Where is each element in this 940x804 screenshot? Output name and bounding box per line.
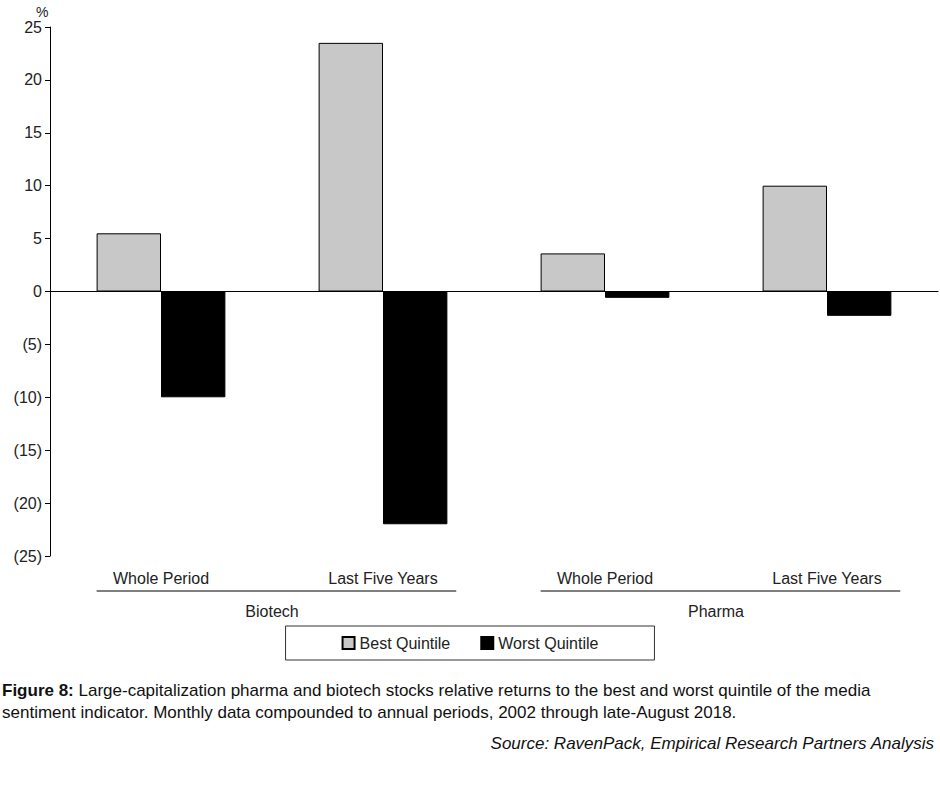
svg-text:5: 5 bbox=[33, 230, 42, 247]
svg-text:20: 20 bbox=[24, 71, 42, 88]
html-text:Source: RavenPack, Empirical R: Source: RavenPack, Empirical Research Pa… bbox=[490, 734, 934, 753]
svg-text:Whole Period: Whole Period bbox=[113, 570, 209, 587]
html-text:Figure 8: Large-capitalization: Figure 8: Large-capitalization pharma an… bbox=[2, 681, 871, 722]
svg-text:Pharma: Pharma bbox=[688, 603, 744, 620]
svg-text:Last Five Years: Last Five Years bbox=[328, 570, 437, 587]
svg-text:0: 0 bbox=[33, 283, 42, 300]
svg-text:Last Five Years: Last Five Years bbox=[772, 570, 881, 587]
svg-text:Best Quintile: Best Quintile bbox=[360, 635, 451, 652]
svg-text:(20): (20) bbox=[14, 495, 42, 512]
svg-text:25: 25 bbox=[24, 19, 42, 36]
svg-text:Biotech: Biotech bbox=[245, 603, 298, 620]
svg-text:(5): (5) bbox=[22, 336, 42, 353]
svg-text:10: 10 bbox=[24, 177, 42, 194]
svg-text:(25): (25) bbox=[14, 548, 42, 565]
svg-text:Worst Quintile: Worst Quintile bbox=[498, 635, 598, 652]
svg-text:(15): (15) bbox=[14, 442, 42, 459]
svg-text:Whole Period: Whole Period bbox=[557, 570, 653, 587]
svg-text:(10): (10) bbox=[14, 389, 42, 406]
svg-text:15: 15 bbox=[24, 124, 42, 141]
